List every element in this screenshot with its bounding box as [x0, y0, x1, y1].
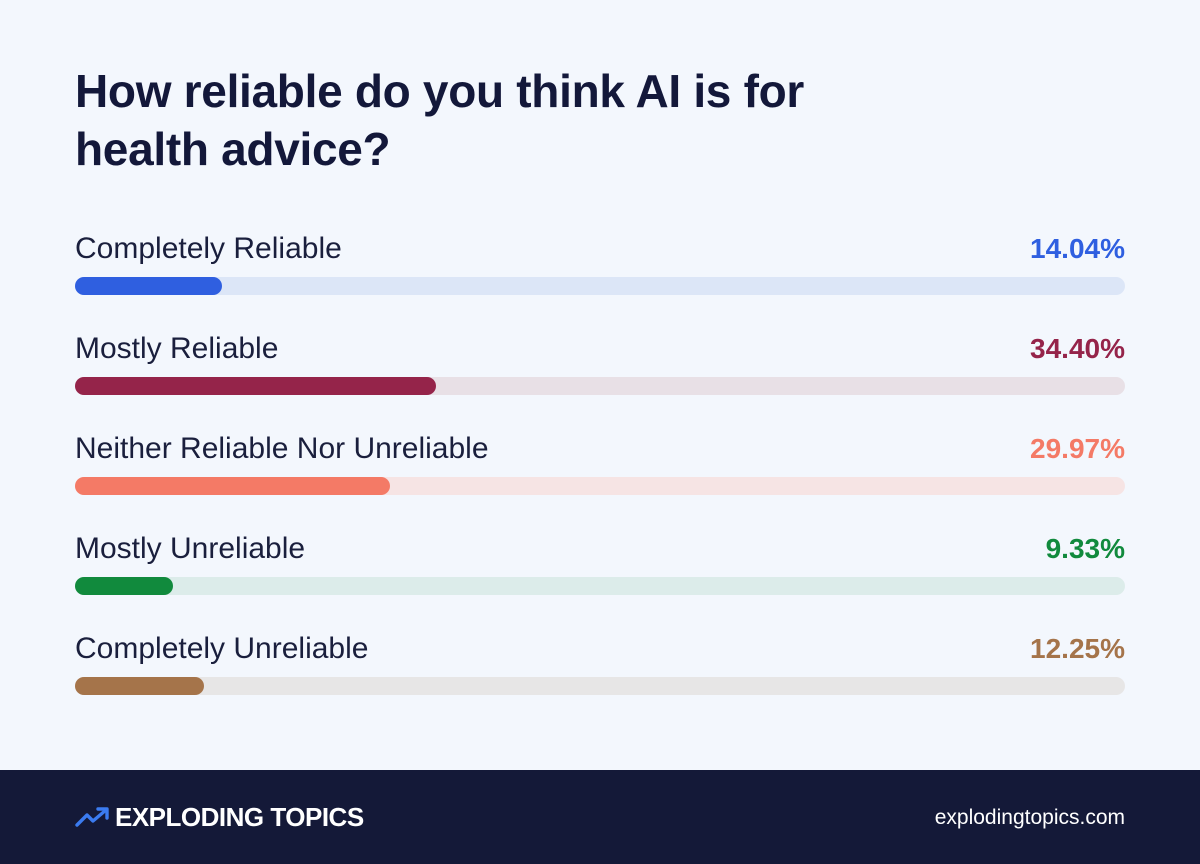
bar-fill: [75, 277, 223, 295]
bar-track: [75, 477, 1125, 495]
bar-value-label: 9.33%: [1045, 533, 1125, 564]
bar-fill: [75, 577, 173, 595]
bar-track: [75, 677, 1125, 695]
bar-value-label: 14.04%: [1030, 233, 1125, 264]
bar-row: Mostly Unreliable 9.33%: [75, 525, 1125, 625]
bar-track: [75, 377, 1125, 395]
bar-value-label: 29.97%: [1030, 433, 1125, 464]
bar-value-label: 12.25%: [1030, 633, 1125, 664]
bar-chart: Completely Reliable 14.04% Mostly Reliable…: [75, 225, 1125, 725]
bar-row: Completely Unreliable 12.25%: [75, 625, 1125, 725]
trending-arrow-icon: [75, 807, 109, 827]
bar-track: [75, 277, 1125, 295]
bar-label: Mostly Reliable: [75, 332, 279, 365]
bar-label: Neither Reliable Nor Unreliable: [75, 432, 489, 465]
bar-fill: [75, 477, 390, 495]
chart-title: How reliable do you think AI is for heal…: [75, 65, 804, 175]
brand-name: EXPLODING TOPICS: [115, 801, 364, 832]
bar-row: Neither Reliable Nor Unreliable 29.97%: [75, 425, 1125, 525]
bar-value-label: 34.40%: [1030, 333, 1125, 364]
bar-label: Completely Unreliable: [75, 632, 369, 665]
brand-logo[interactable]: EXPLODING TOPICS: [75, 800, 364, 834]
bar-row: Completely Reliable 14.04%: [75, 225, 1125, 325]
bar-fill: [75, 677, 204, 695]
bar-row: Mostly Reliable 34.40%: [75, 325, 1125, 425]
footer: EXPLODING TOPICS explodingtopics.com: [0, 770, 1200, 864]
bar-label: Mostly Unreliable: [75, 532, 306, 565]
bar-track: [75, 577, 1125, 595]
bar-label: Completely Reliable: [75, 232, 342, 265]
site-url[interactable]: explodingtopics.com: [934, 806, 1125, 829]
bar-fill: [75, 377, 437, 395]
